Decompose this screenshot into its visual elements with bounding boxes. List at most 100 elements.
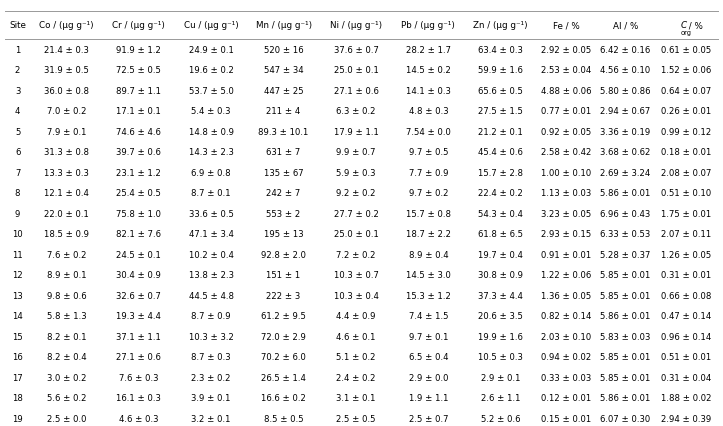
Text: 14.8 ± 0.9: 14.8 ± 0.9 — [189, 127, 234, 136]
Text: Cr / (μg g⁻¹): Cr / (μg g⁻¹) — [112, 21, 166, 30]
Text: 19.7 ± 0.4: 19.7 ± 0.4 — [479, 250, 523, 259]
Text: 2: 2 — [15, 66, 20, 75]
Text: 22.0 ± 0.1: 22.0 ± 0.1 — [44, 209, 89, 218]
Text: 15.3 ± 1.2: 15.3 ± 1.2 — [406, 291, 451, 300]
Text: 6.33 ± 0.53: 6.33 ± 0.53 — [600, 230, 651, 239]
Text: 27.5 ± 1.5: 27.5 ± 1.5 — [479, 107, 523, 116]
Text: 10.5 ± 0.3: 10.5 ± 0.3 — [479, 352, 523, 361]
Text: 72.0 ± 2.9: 72.0 ± 2.9 — [261, 332, 306, 341]
Text: 19.6 ± 0.2: 19.6 ± 0.2 — [189, 66, 234, 75]
Text: 45.4 ± 0.6: 45.4 ± 0.6 — [479, 148, 523, 157]
Text: 5.6 ± 0.2: 5.6 ± 0.2 — [47, 393, 86, 402]
Text: 13: 13 — [12, 291, 23, 300]
Text: 37.1 ± 1.1: 37.1 ± 1.1 — [116, 332, 161, 341]
Text: 37.6 ± 0.7: 37.6 ± 0.7 — [333, 46, 378, 55]
Text: 27.7 ± 0.2: 27.7 ± 0.2 — [333, 209, 378, 218]
Text: 2.08 ± 0.07: 2.08 ± 0.07 — [662, 168, 711, 177]
Text: 72.5 ± 0.5: 72.5 ± 0.5 — [116, 66, 161, 75]
Text: 1.75 ± 0.01: 1.75 ± 0.01 — [662, 209, 711, 218]
Text: Pb / (μg g⁻¹): Pb / (μg g⁻¹) — [401, 21, 455, 30]
Text: 0.47 ± 0.14: 0.47 ± 0.14 — [662, 311, 711, 320]
Text: 0.91 ± 0.01: 0.91 ± 0.01 — [542, 250, 591, 259]
Text: 25.0 ± 0.1: 25.0 ± 0.1 — [333, 66, 378, 75]
Text: 5.2 ± 0.6: 5.2 ± 0.6 — [481, 414, 521, 423]
Text: 74.6 ± 4.6: 74.6 ± 4.6 — [116, 127, 161, 136]
Text: 4.88 ± 0.06: 4.88 ± 0.06 — [542, 86, 591, 95]
Text: 0.96 ± 0.14: 0.96 ± 0.14 — [662, 332, 711, 341]
Text: 5.28 ± 0.37: 5.28 ± 0.37 — [600, 250, 651, 259]
Text: Fe / %: Fe / % — [553, 21, 580, 30]
Text: 6.42 ± 0.16: 6.42 ± 0.16 — [600, 46, 651, 55]
Text: 5.85 ± 0.01: 5.85 ± 0.01 — [600, 352, 651, 361]
Text: 32.6 ± 0.7: 32.6 ± 0.7 — [116, 291, 161, 300]
Text: / %: / % — [687, 21, 703, 30]
Text: 8.9 ± 0.1: 8.9 ± 0.1 — [46, 271, 86, 279]
Text: 2.53 ± 0.04: 2.53 ± 0.04 — [542, 66, 591, 75]
Text: 23.1 ± 1.2: 23.1 ± 1.2 — [116, 168, 161, 177]
Text: 8.5 ± 0.5: 8.5 ± 0.5 — [264, 414, 304, 423]
Text: 28.2 ± 1.7: 28.2 ± 1.7 — [406, 46, 451, 55]
Text: 8.2 ± 0.1: 8.2 ± 0.1 — [46, 332, 86, 341]
Text: 18.5 ± 0.9: 18.5 ± 0.9 — [44, 230, 89, 239]
Text: 16: 16 — [12, 352, 23, 361]
Text: 0.99 ± 0.12: 0.99 ± 0.12 — [662, 127, 711, 136]
Text: 39.7 ± 0.6: 39.7 ± 0.6 — [116, 148, 161, 157]
Text: 0.51 ± 0.10: 0.51 ± 0.10 — [662, 189, 711, 198]
Text: 16.6 ± 0.2: 16.6 ± 0.2 — [261, 393, 306, 402]
Text: 0.66 ± 0.08: 0.66 ± 0.08 — [662, 291, 711, 300]
Text: 2.4 ± 0.2: 2.4 ± 0.2 — [336, 373, 376, 382]
Text: 0.18 ± 0.01: 0.18 ± 0.01 — [662, 148, 711, 157]
Text: 10.3 ± 0.4: 10.3 ± 0.4 — [333, 291, 378, 300]
Text: 12: 12 — [12, 271, 23, 279]
Text: 6.3 ± 0.2: 6.3 ± 0.2 — [336, 107, 376, 116]
Text: 30.4 ± 0.9: 30.4 ± 0.9 — [116, 271, 161, 279]
Text: 15.7 ± 0.8: 15.7 ± 0.8 — [406, 209, 451, 218]
Text: Site: Site — [9, 21, 26, 30]
Text: 2.5 ± 0.0: 2.5 ± 0.0 — [47, 414, 86, 423]
Text: 8.2 ± 0.4: 8.2 ± 0.4 — [46, 352, 86, 361]
Text: 8.7 ± 0.1: 8.7 ± 0.1 — [192, 189, 231, 198]
Text: 151 ± 1: 151 ± 1 — [267, 271, 301, 279]
Text: 3: 3 — [15, 86, 20, 95]
Text: 6.5 ± 0.4: 6.5 ± 0.4 — [408, 352, 448, 361]
Text: 5.9 ± 0.3: 5.9 ± 0.3 — [336, 168, 376, 177]
Text: 18.7 ± 2.2: 18.7 ± 2.2 — [406, 230, 451, 239]
Text: 9.7 ± 0.2: 9.7 ± 0.2 — [408, 189, 448, 198]
Text: 9: 9 — [15, 209, 20, 218]
Text: 27.1 ± 0.6: 27.1 ± 0.6 — [333, 86, 378, 95]
Text: 33.6 ± 0.5: 33.6 ± 0.5 — [189, 209, 234, 218]
Text: 5.83 ± 0.03: 5.83 ± 0.03 — [600, 332, 651, 341]
Text: 3.23 ± 0.05: 3.23 ± 0.05 — [542, 209, 591, 218]
Text: 9.2 ± 0.2: 9.2 ± 0.2 — [336, 189, 376, 198]
Text: 1.13 ± 0.03: 1.13 ± 0.03 — [542, 189, 591, 198]
Text: 7.6 ± 0.2: 7.6 ± 0.2 — [47, 250, 86, 259]
Text: 5.85 ± 0.01: 5.85 ± 0.01 — [600, 271, 651, 279]
Text: Co / (μg g⁻¹): Co / (μg g⁻¹) — [39, 21, 94, 30]
Text: 59.9 ± 1.6: 59.9 ± 1.6 — [479, 66, 523, 75]
Text: 31.3 ± 0.8: 31.3 ± 0.8 — [44, 148, 89, 157]
Text: 14.3 ± 2.3: 14.3 ± 2.3 — [189, 148, 234, 157]
Text: 89.3 ± 10.1: 89.3 ± 10.1 — [258, 127, 309, 136]
Text: 7: 7 — [15, 168, 20, 177]
Text: 75.8 ± 1.0: 75.8 ± 1.0 — [116, 209, 161, 218]
Text: 0.82 ± 0.14: 0.82 ± 0.14 — [542, 311, 591, 320]
Text: 5.80 ± 0.86: 5.80 ± 0.86 — [600, 86, 651, 95]
Text: Cu / (μg g⁻¹): Cu / (μg g⁻¹) — [184, 21, 239, 30]
Text: 7.7 ± 0.9: 7.7 ± 0.9 — [408, 168, 448, 177]
Text: 19.9 ± 1.6: 19.9 ± 1.6 — [479, 332, 523, 341]
Text: 24.5 ± 0.1: 24.5 ± 0.1 — [116, 250, 161, 259]
Text: org: org — [681, 30, 692, 36]
Text: 2.9 ± 0.1: 2.9 ± 0.1 — [481, 373, 521, 382]
Text: 61.8 ± 6.5: 61.8 ± 6.5 — [479, 230, 523, 239]
Text: 8: 8 — [15, 189, 20, 198]
Text: 5.86 ± 0.01: 5.86 ± 0.01 — [600, 189, 651, 198]
Text: 10: 10 — [12, 230, 23, 239]
Text: 18: 18 — [12, 393, 23, 402]
Text: 9.9 ± 0.7: 9.9 ± 0.7 — [336, 148, 376, 157]
Text: 11: 11 — [12, 250, 23, 259]
Text: 14.1 ± 0.3: 14.1 ± 0.3 — [406, 86, 451, 95]
Text: 17: 17 — [12, 373, 23, 382]
Text: 1.88 ± 0.02: 1.88 ± 0.02 — [662, 393, 711, 402]
Text: 2.5 ± 0.7: 2.5 ± 0.7 — [408, 414, 448, 423]
Text: 10.3 ± 3.2: 10.3 ± 3.2 — [189, 332, 234, 341]
